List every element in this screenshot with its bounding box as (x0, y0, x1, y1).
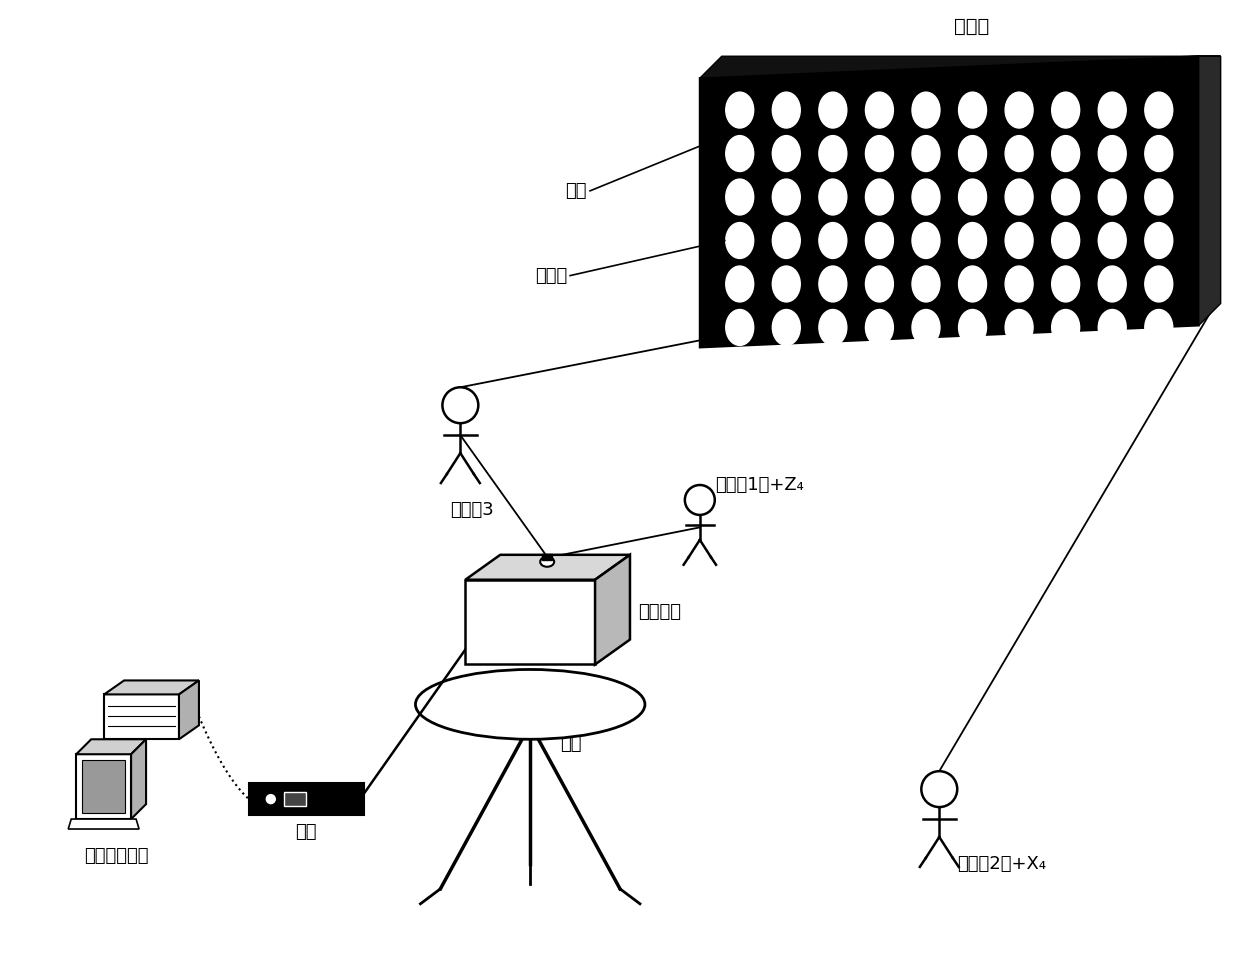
Ellipse shape (773, 92, 800, 128)
Ellipse shape (959, 310, 987, 346)
Ellipse shape (1006, 92, 1033, 128)
Text: 背景板: 背景板 (534, 267, 567, 285)
Ellipse shape (1006, 136, 1033, 172)
Text: 地面测试设备: 地面测试设备 (84, 847, 149, 865)
Ellipse shape (1145, 179, 1173, 215)
Ellipse shape (773, 222, 800, 258)
Ellipse shape (959, 266, 987, 302)
Ellipse shape (911, 92, 940, 128)
Ellipse shape (541, 556, 554, 567)
Polygon shape (465, 580, 595, 664)
Ellipse shape (1099, 136, 1126, 172)
Ellipse shape (725, 179, 754, 215)
Ellipse shape (818, 136, 847, 172)
Text: 经纬亪1，+Z₄: 经纬亪1，+Z₄ (714, 476, 804, 494)
Ellipse shape (818, 266, 847, 302)
Ellipse shape (866, 179, 893, 215)
Ellipse shape (959, 222, 987, 258)
Text: 目标: 目标 (565, 182, 587, 200)
Ellipse shape (1052, 179, 1080, 215)
Ellipse shape (818, 92, 847, 128)
Ellipse shape (1099, 92, 1126, 128)
Polygon shape (104, 694, 179, 739)
Ellipse shape (773, 179, 800, 215)
Ellipse shape (866, 136, 893, 172)
Ellipse shape (1145, 266, 1173, 302)
Ellipse shape (725, 222, 754, 258)
Ellipse shape (866, 266, 893, 302)
Ellipse shape (773, 310, 800, 346)
Ellipse shape (1099, 222, 1126, 258)
Polygon shape (595, 554, 630, 664)
Ellipse shape (818, 222, 847, 258)
Text: 经纬亪3: 经纬亪3 (450, 501, 494, 519)
Text: 标定场: 标定场 (954, 17, 988, 36)
Ellipse shape (725, 136, 754, 172)
Ellipse shape (725, 92, 754, 128)
Polygon shape (542, 553, 552, 560)
Polygon shape (131, 739, 146, 820)
Ellipse shape (818, 310, 847, 346)
Ellipse shape (725, 266, 754, 302)
Ellipse shape (1145, 136, 1173, 172)
Text: 经纬亪2，+X₄: 经纬亪2，+X₄ (957, 854, 1047, 873)
Ellipse shape (866, 222, 893, 258)
Ellipse shape (921, 771, 957, 807)
Text: 电源: 电源 (295, 823, 316, 841)
Ellipse shape (267, 794, 275, 804)
Ellipse shape (911, 179, 940, 215)
Polygon shape (465, 554, 630, 580)
Ellipse shape (866, 92, 893, 128)
Ellipse shape (866, 310, 893, 346)
Ellipse shape (1052, 222, 1080, 258)
Bar (249, 784, 363, 815)
Polygon shape (1199, 56, 1220, 325)
Ellipse shape (684, 485, 714, 515)
Ellipse shape (1006, 222, 1033, 258)
Ellipse shape (1145, 222, 1173, 258)
Polygon shape (76, 754, 131, 820)
Ellipse shape (1099, 179, 1126, 215)
Bar (284, 792, 306, 806)
Ellipse shape (1052, 92, 1080, 128)
Ellipse shape (1145, 92, 1173, 128)
Polygon shape (104, 681, 198, 694)
Ellipse shape (443, 387, 479, 423)
Ellipse shape (773, 136, 800, 172)
Ellipse shape (1006, 266, 1033, 302)
Text: 激光雷达: 激光雷达 (637, 603, 681, 620)
Polygon shape (179, 681, 198, 739)
Ellipse shape (959, 179, 987, 215)
Ellipse shape (959, 92, 987, 128)
Polygon shape (68, 820, 139, 829)
Ellipse shape (959, 136, 987, 172)
Ellipse shape (911, 310, 940, 346)
Ellipse shape (911, 136, 940, 172)
Ellipse shape (773, 266, 800, 302)
Polygon shape (699, 56, 1199, 348)
Polygon shape (82, 760, 125, 813)
Polygon shape (76, 739, 146, 754)
Ellipse shape (1052, 310, 1080, 346)
Ellipse shape (1006, 179, 1033, 215)
Ellipse shape (818, 179, 847, 215)
Ellipse shape (911, 222, 940, 258)
Ellipse shape (415, 669, 645, 739)
Ellipse shape (1099, 266, 1126, 302)
Ellipse shape (911, 266, 940, 302)
Ellipse shape (1099, 310, 1126, 346)
Ellipse shape (725, 310, 754, 346)
Ellipse shape (1052, 266, 1080, 302)
Text: 转台: 转台 (560, 735, 582, 753)
Ellipse shape (1145, 310, 1173, 346)
Polygon shape (699, 56, 1220, 79)
Ellipse shape (1052, 136, 1080, 172)
Ellipse shape (1006, 310, 1033, 346)
